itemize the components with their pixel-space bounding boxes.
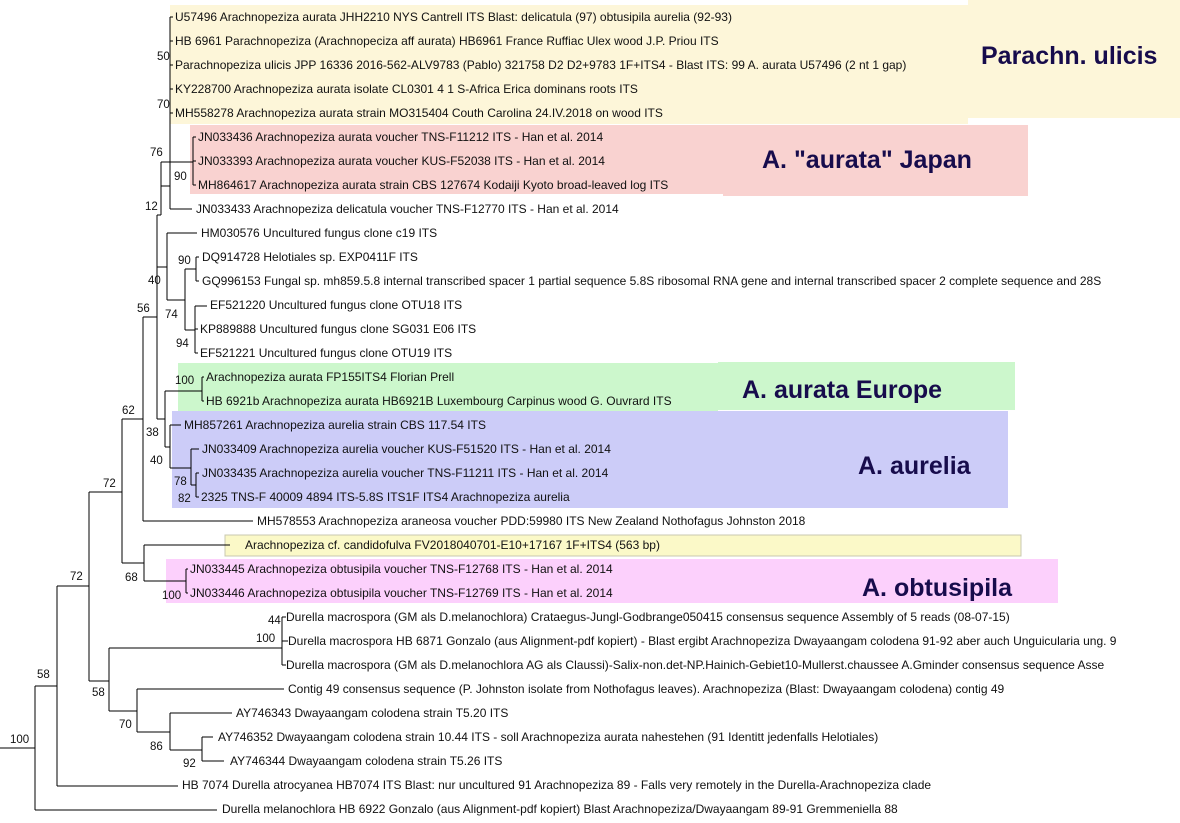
bootstrap-value: 76 <box>150 147 163 159</box>
taxon-label: Parachnopeziza ulicis JPP 16336 2016-562… <box>175 58 906 72</box>
clade-label: A. aurelia <box>858 452 972 480</box>
clade-highlight-box <box>718 362 1015 410</box>
bootstrap-value: 74 <box>165 309 178 321</box>
bootstrap-value: 72 <box>103 478 116 490</box>
taxon-label: 2325 TNS-F 40009 4894 ITS-5.8S ITS1F ITS… <box>201 490 570 504</box>
taxon-label: JN033435 Arachnopeziza aurelia voucher T… <box>202 466 609 480</box>
bootstrap-value: 92 <box>183 758 196 770</box>
clade-highlight-box <box>170 5 968 124</box>
taxon-label: Durella macrospora (GM als D.melanochlor… <box>286 610 1010 624</box>
taxon-label: AY746343 Dwayaangam colodena strain T5.2… <box>236 706 508 720</box>
taxon-label: EF521221 Uncultured fungus clone OTU19 I… <box>200 346 452 360</box>
taxon-label: Arachnopeziza cf. candidofulva FV2018040… <box>245 538 660 552</box>
clade-label: A. aurata Europe <box>742 376 942 404</box>
bootstrap-value: 38 <box>146 427 159 439</box>
clade-highlight-box <box>178 363 718 411</box>
bootstrap-value: 100 <box>175 375 194 387</box>
taxon-label: HB 7074 Durella atrocyanea HB7074 ITS Bl… <box>182 778 931 792</box>
bootstrap-value: 40 <box>150 455 163 467</box>
bootstrap-value: 40 <box>148 275 161 287</box>
taxon-label: GQ996153 Fungal sp. mh859.5.8 internal t… <box>202 274 1101 288</box>
bootstrap-value: 82 <box>178 493 191 505</box>
bootstrap-value: 50 <box>157 51 170 63</box>
taxon-label: HB 6961 Parachnopeziza (Arachnopeciza af… <box>175 34 719 48</box>
taxon-label: JN033393 Arachnopeziza aurata voucher KU… <box>198 154 605 168</box>
taxon-label: U57496 Arachnopeziza aurata JHH2210 NYS … <box>175 10 732 24</box>
taxon-label: MH864617 Arachnopeziza aurata strain CBS… <box>198 178 668 192</box>
taxon-label: AY746352 Dwayaangam colodena strain 10.4… <box>218 730 878 744</box>
bootstrap-value: 70 <box>157 99 170 111</box>
bootstrap-value: 70 <box>119 719 132 731</box>
taxon-label: MH578553 Arachnopeziza araneosa voucher … <box>257 514 806 528</box>
clade-label: A. obtusipila <box>862 574 1013 602</box>
taxon-label: JN033446 Arachnopeziza obtusipila vouche… <box>190 586 613 600</box>
taxon-label: Durella macrospora (GM als D.melanochlor… <box>286 658 1104 672</box>
taxon-label: EF521220 Uncultured fungus clone OTU18 I… <box>210 298 462 312</box>
bootstrap-value: 94 <box>176 338 189 350</box>
bootstrap-value: 68 <box>125 572 138 584</box>
bootstrap-value: 90 <box>174 171 187 183</box>
taxon-label: DQ914728 Helotiales sp. EXP0411F ITS <box>202 250 418 264</box>
bootstrap-value: 62 <box>122 405 135 417</box>
bootstrap-value: 58 <box>92 687 105 699</box>
clade-label: Parachn. ulicis <box>981 42 1157 70</box>
taxon-label: JN033445 Arachnopeziza obtusipila vouche… <box>190 562 613 576</box>
taxon-label: JN033409 Arachnopeziza aurelia voucher K… <box>202 442 611 456</box>
clade-highlight-box <box>172 411 1008 508</box>
taxon-label: KY228700 Arachnopeziza aurata isolate CL… <box>175 82 638 96</box>
taxon-label: Durella melanochlora HB 6922 Gonzalo (au… <box>222 802 898 816</box>
clade-label: A. "aurata" Japan <box>762 146 972 174</box>
clade-highlight-box <box>723 125 1028 196</box>
taxon-label: Contig 49 consensus sequence (P. Johnsto… <box>288 682 1005 696</box>
bootstrap-value: 78 <box>174 476 187 488</box>
taxon-label: KP889888 Uncultured fungus clone SG031 E… <box>200 322 476 336</box>
clade-highlight-box <box>968 0 1180 118</box>
bootstrap-value: 72 <box>70 571 83 583</box>
taxon-label: MH558278 Arachnopeziza aurata strain MO3… <box>175 106 663 120</box>
taxon-label: MH857261 Arachnopeziza aurelia strain CB… <box>184 418 486 432</box>
taxon-label: AY746344 Dwayaangam colodena strain T5.2… <box>230 754 502 768</box>
taxon-label: JN033436 Arachnopeziza aurata voucher TN… <box>198 130 603 144</box>
taxon-label: Arachnopeziza aurata FP155ITS4 Florian P… <box>206 370 454 384</box>
bootstrap-value: 58 <box>37 669 50 681</box>
bootstrap-value: 100 <box>162 590 181 602</box>
bootstrap-value: 44 <box>268 615 281 627</box>
clade-highlight-box <box>166 559 1058 603</box>
bootstrap-value: 86 <box>150 741 163 753</box>
taxon-label: HB 6921b Arachnopeziza aurata HB6921B Lu… <box>206 394 672 408</box>
taxon-label: JN033433 Arachnopeziza delicatula vouche… <box>196 202 619 216</box>
taxon-label: HM030576 Uncultured fungus clone c19 ITS <box>201 226 437 240</box>
bootstrap-value: 90 <box>178 255 191 267</box>
clade-highlight-box <box>190 125 723 194</box>
taxon-label: Durella macrospora HB 6871 Gonzalo (aus … <box>288 634 1117 648</box>
bootstrap-value: 100 <box>10 734 29 746</box>
bootstrap-value: 56 <box>137 303 150 315</box>
bootstrap-value: 100 <box>256 633 275 645</box>
bootstrap-value: 12 <box>145 201 158 213</box>
